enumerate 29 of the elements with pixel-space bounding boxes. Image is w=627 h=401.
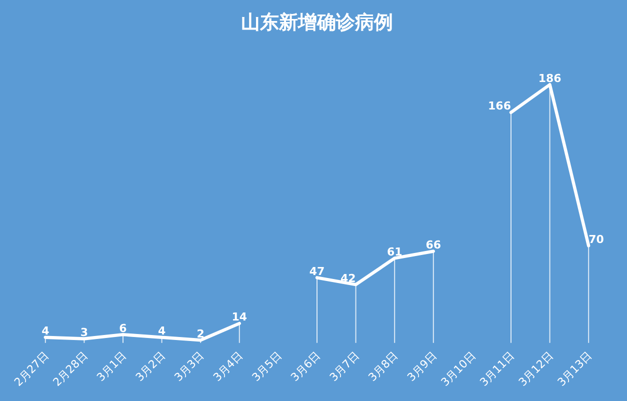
data-label: 70 <box>588 232 604 246</box>
x-tick-label: 3月2日 <box>133 349 168 384</box>
x-tick-label: 3月11日 <box>477 349 518 389</box>
x-tick-label: 3月10日 <box>438 349 478 389</box>
data-label: 4 <box>42 324 50 338</box>
x-tick-label: 2月27日 <box>12 349 52 389</box>
data-label: 3 <box>80 326 88 339</box>
x-tick-label: 3月8日 <box>366 349 401 384</box>
data-label: 4 <box>158 324 166 338</box>
data-label: 166 <box>488 100 512 113</box>
data-label: 186 <box>538 72 562 85</box>
x-tick-label: 3月7日 <box>327 349 362 384</box>
x-tick-label: 3月9日 <box>404 349 440 384</box>
data-label: 6 <box>119 322 128 335</box>
x-tick-label: 3月6日 <box>288 349 324 384</box>
x-tick-label: 2月28日 <box>50 349 90 389</box>
x-tick-label: 3月13日 <box>555 349 595 389</box>
x-tick-label: 3月1日 <box>94 349 130 384</box>
x-tick-label: 3月3日 <box>172 349 207 384</box>
x-tick-label: 3月12日 <box>516 349 556 389</box>
data-label: 61 <box>386 245 402 258</box>
chart-title: 山东新增确诊病例 <box>241 12 393 34</box>
data-label: 42 <box>340 272 356 285</box>
data-label: 66 <box>426 238 442 252</box>
data-label: 47 <box>309 264 325 278</box>
data-label: 2 <box>196 327 204 340</box>
data-label: 14 <box>232 310 248 324</box>
x-tick-label: 3月4日 <box>210 349 246 384</box>
x-tick-label: 3月5日 <box>250 349 284 384</box>
